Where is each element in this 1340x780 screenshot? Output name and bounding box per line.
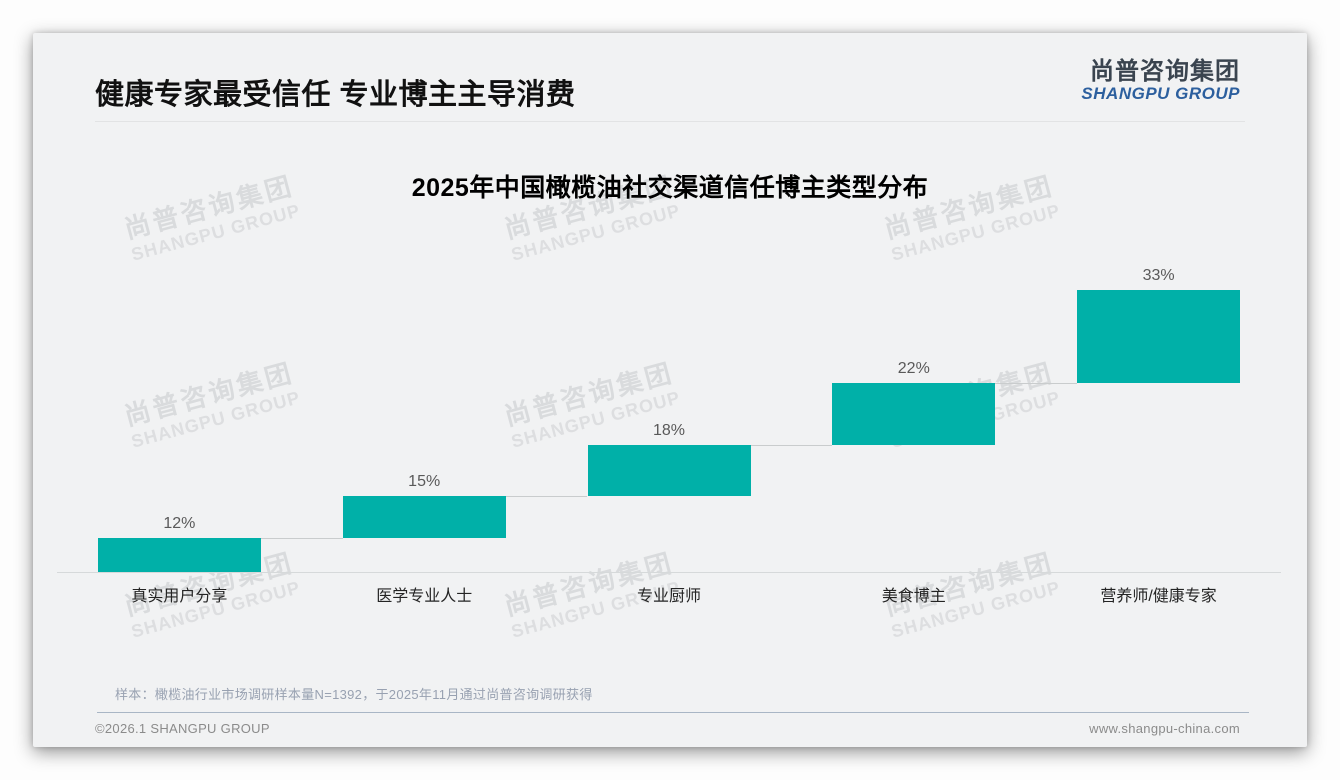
category-label: 医学专业人士	[376, 588, 473, 605]
value-label: 12%	[163, 515, 196, 533]
chart-bar-2	[342, 495, 506, 539]
company-logo: 尚普咨询集团 SHANGPU GROUP	[1081, 58, 1240, 104]
chart-bar-3	[587, 445, 751, 496]
sample-note: 样本：橄榄油行业市场调研样本量N=1392，于2025年11月通过尚普咨询调研获…	[115, 687, 593, 702]
category-label: 真实用户分享	[131, 588, 228, 605]
connector-line	[505, 495, 588, 497]
value-label: 33%	[1142, 267, 1175, 284]
chart-title: 2025年中国橄榄油社交渠道信任博主类型分布	[411, 174, 929, 202]
logo-chinese-text: 尚普咨询集团	[1090, 58, 1240, 85]
footer: ©2026.1 SHANGPU GROUP www.shangpu-china.…	[95, 721, 1240, 736]
chart-bar-5	[1077, 290, 1241, 384]
footer-divider	[97, 712, 1249, 713]
category-axis: 真实用户分享 医学专业人士 专业厨师 美食博主 营养师/健康专家	[57, 582, 1281, 605]
value-label: 22%	[897, 360, 930, 378]
chart-bar-4	[832, 383, 996, 446]
category-label: 美食博主	[881, 588, 946, 605]
page-title: 健康专家最受信任 专业博主主导消费	[95, 79, 576, 111]
value-label: 15%	[408, 472, 441, 490]
value-label: 18%	[652, 422, 685, 440]
connector-line	[750, 445, 833, 447]
website-url: www.shangpu-china.com	[1089, 721, 1240, 736]
header-divider	[95, 121, 1245, 122]
connector-line	[995, 383, 1078, 385]
waterfall-chart: 12% 15% 18% 22% 33%	[57, 257, 1281, 573]
report-card: 尚普咨询集团 SHANGPU GROUP 尚普咨询集团 SHANGPU GROUP 尚普…	[33, 33, 1307, 747]
category-label: 营养师/健康专家	[1100, 588, 1217, 605]
chart-bar-1	[97, 538, 261, 572]
x-axis-line	[57, 572, 1281, 573]
logo-english-text: SHANGPU GROUP	[1081, 84, 1240, 104]
category-label: 专业厨师	[636, 588, 701, 605]
connector-line	[260, 538, 343, 540]
copyright-text: ©2026.1 SHANGPU GROUP	[95, 721, 270, 736]
